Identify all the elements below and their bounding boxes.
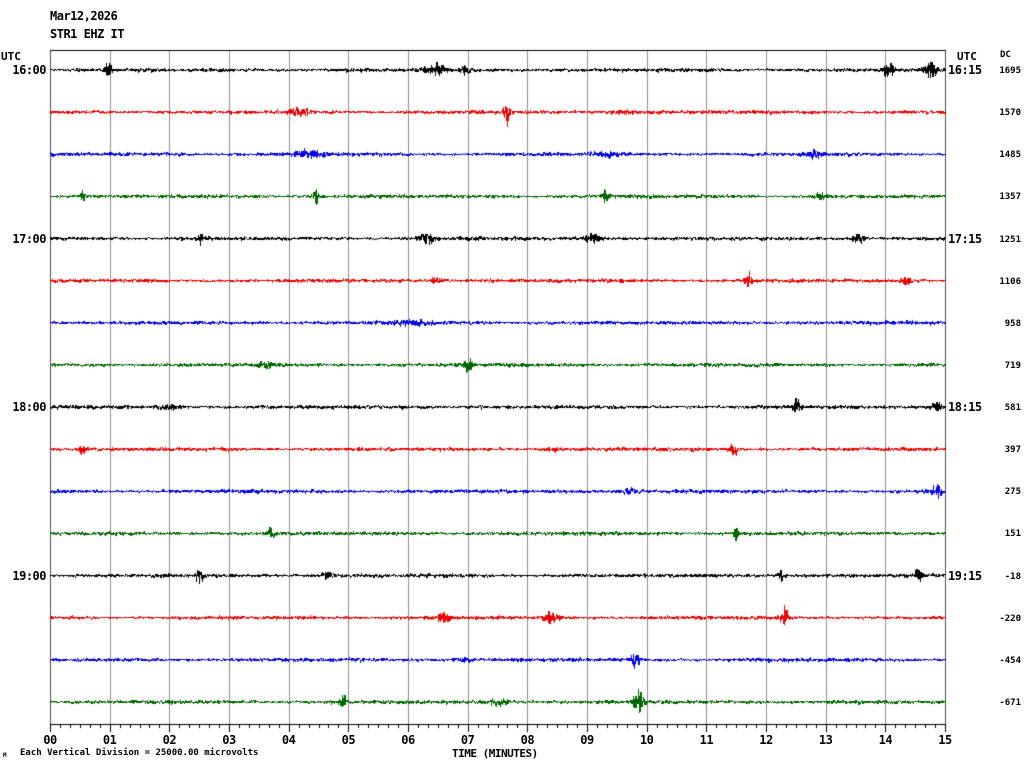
x-tick-label: 09: [580, 733, 594, 747]
x-tick-label: 13: [818, 733, 833, 747]
dc-value: 958: [1004, 318, 1021, 329]
dc-value: 719: [1004, 360, 1021, 371]
dc-value: -671: [999, 698, 1021, 708]
left-hour-label: 16:00: [12, 63, 46, 77]
x-tick-label: 04: [281, 733, 296, 747]
dc-value: 1485: [999, 150, 1021, 161]
x-tick-label: 01: [102, 733, 117, 747]
right-hour-label: 19:15: [948, 568, 982, 583]
right-axis-unit-label: UTC: [957, 50, 977, 63]
x-tick-label: 11: [699, 733, 714, 747]
x-tick-label: 14: [878, 733, 893, 747]
scale-note: Each Vertical Division = 25000.00 microv…: [20, 748, 259, 758]
plot-date: Mar12,2026: [50, 9, 118, 23]
left-axis-unit-label: UTC: [1, 50, 21, 63]
right-hour-label: 16:15: [948, 63, 982, 77]
dc-value: 1695: [999, 66, 1021, 76]
dc-value: 1570: [999, 108, 1021, 119]
x-tick-label: 06: [401, 733, 415, 747]
x-tick-label: 15: [938, 733, 952, 747]
x-tick-label: 08: [520, 733, 535, 747]
left-hour-label: 18:00: [12, 400, 46, 415]
x-tick-label: 02: [162, 733, 177, 747]
dc-value: 1251: [999, 234, 1021, 245]
corner-mark: M: [3, 752, 7, 759]
x-tick-label: 07: [460, 733, 475, 747]
dc-value: -18: [1004, 571, 1021, 582]
station-channel-title: STR1 EHZ IT: [50, 27, 124, 41]
dc-value: 1357: [999, 192, 1021, 203]
left-hour-label: 17:00: [12, 231, 46, 246]
x-tick-label: 10: [639, 733, 654, 747]
dc-value: 397: [1004, 445, 1021, 456]
dc-value: 581: [1004, 403, 1021, 414]
dc-value: 1106: [999, 276, 1021, 287]
x-tick-label: 03: [222, 733, 236, 747]
dc-column-header: DC: [1000, 50, 1011, 60]
x-axis-title: TIME (MINUTES): [452, 747, 538, 760]
right-hour-label: 18:15: [948, 400, 982, 415]
left-hour-label: 19:00: [12, 568, 46, 583]
x-tick-label: 05: [341, 733, 356, 747]
x-tick-label: 12: [759, 733, 773, 747]
dc-value: 151: [1004, 529, 1021, 540]
dc-value: -454: [999, 655, 1021, 666]
dc-value: 275: [1004, 487, 1021, 498]
dc-value: -220: [999, 613, 1021, 624]
x-tick-label: 00: [43, 733, 57, 747]
right-hour-label: 17:15: [948, 231, 982, 246]
